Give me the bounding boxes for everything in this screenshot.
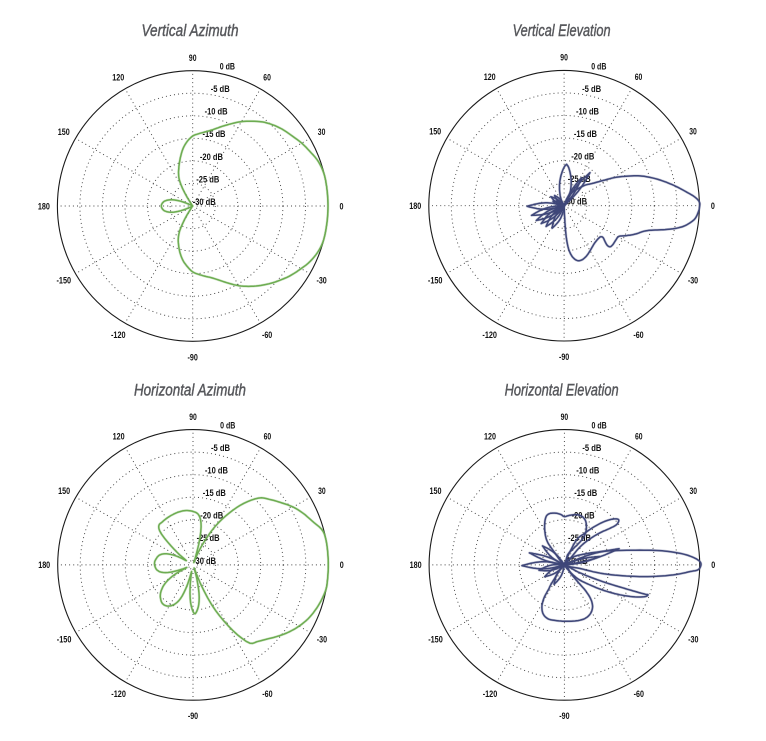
svg-text:-90: -90	[188, 352, 198, 363]
svg-text:-25 dB: -25 dB	[196, 174, 219, 185]
svg-text:60: 60	[635, 431, 643, 442]
svg-text:-30 dB: -30 dB	[193, 197, 216, 208]
svg-text:-5 dB: -5 dB	[582, 84, 601, 95]
svg-text:-60: -60	[634, 689, 644, 700]
svg-text:180: 180	[38, 201, 50, 212]
svg-text:0: 0	[711, 560, 715, 571]
svg-text:90: 90	[189, 412, 197, 423]
svg-text:-25 dB: -25 dB	[568, 533, 591, 544]
svg-text:-30 dB: -30 dB	[564, 556, 587, 567]
svg-text:120: 120	[112, 72, 124, 83]
svg-text:-5 dB: -5 dB	[211, 443, 230, 454]
svg-text:-30: -30	[688, 635, 698, 646]
svg-text:-120: -120	[482, 330, 497, 341]
svg-text:0 dB: 0 dB	[220, 62, 235, 73]
svg-text:0: 0	[711, 201, 715, 212]
svg-text:-120: -120	[111, 330, 126, 341]
svg-text:180: 180	[410, 560, 422, 571]
svg-text:0: 0	[340, 201, 344, 212]
svg-text:180: 180	[409, 201, 421, 212]
svg-text:Horizontal Azimuth: Horizontal Azimuth	[134, 381, 246, 400]
svg-text:-90: -90	[559, 352, 569, 363]
svg-text:-90: -90	[188, 711, 198, 722]
svg-text:-120: -120	[483, 689, 498, 700]
svg-text:0 dB: 0 dB	[592, 421, 607, 432]
svg-text:-120: -120	[111, 689, 126, 700]
svg-text:0 dB: 0 dB	[591, 61, 606, 72]
svg-text:Vertical Elevation: Vertical Elevation	[513, 21, 611, 40]
svg-text:30: 30	[318, 486, 326, 497]
svg-text:-20 dB: -20 dB	[200, 152, 223, 163]
svg-text:-150: -150	[57, 276, 72, 287]
svg-text:150: 150	[430, 486, 442, 497]
svg-text:120: 120	[113, 431, 125, 442]
svg-text:-30: -30	[316, 276, 326, 287]
svg-text:-15 dB: -15 dB	[203, 129, 226, 140]
svg-text:150: 150	[58, 127, 70, 138]
svg-text:-10 dB: -10 dB	[205, 107, 228, 118]
svg-text:Horizontal Elevation: Horizontal Elevation	[505, 381, 619, 400]
svg-text:-20 dB: -20 dB	[572, 511, 595, 522]
svg-text:0 dB: 0 dB	[220, 421, 235, 432]
svg-text:180: 180	[38, 560, 50, 571]
svg-text:-150: -150	[57, 635, 72, 646]
svg-text:-15 dB: -15 dB	[203, 488, 226, 499]
svg-text:30: 30	[318, 127, 326, 138]
svg-text:150: 150	[429, 127, 441, 138]
svg-text:60: 60	[635, 72, 643, 83]
svg-text:-10 dB: -10 dB	[205, 466, 228, 477]
svg-text:90: 90	[560, 53, 568, 64]
svg-text:-10 dB: -10 dB	[576, 466, 599, 477]
svg-text:-30: -30	[317, 635, 327, 646]
svg-text:150: 150	[58, 486, 70, 497]
svg-text:-20 dB: -20 dB	[571, 152, 594, 163]
svg-text:30: 30	[690, 486, 698, 497]
svg-text:-5 dB: -5 dB	[211, 84, 230, 95]
svg-text:-30: -30	[688, 275, 698, 286]
svg-text:90: 90	[561, 412, 569, 423]
svg-text:Vertical Azimuth: Vertical Azimuth	[142, 21, 239, 40]
svg-text:-10 dB: -10 dB	[576, 106, 599, 117]
svg-text:-30 dB: -30 dB	[193, 556, 216, 567]
svg-text:-15 dB: -15 dB	[574, 488, 597, 499]
svg-text:-60: -60	[633, 330, 643, 341]
svg-text:-30 dB: -30 dB	[564, 197, 587, 208]
svg-text:30: 30	[689, 127, 697, 138]
svg-text:60: 60	[263, 72, 271, 83]
svg-text:-25 dB: -25 dB	[197, 533, 220, 544]
svg-text:-90: -90	[559, 711, 569, 722]
svg-text:60: 60	[264, 431, 272, 442]
svg-text:-150: -150	[428, 635, 443, 646]
svg-text:120: 120	[484, 431, 496, 442]
svg-text:-15 dB: -15 dB	[574, 129, 597, 140]
svg-text:-60: -60	[262, 689, 272, 700]
svg-text:-20 dB: -20 dB	[200, 511, 223, 522]
svg-text:90: 90	[189, 53, 197, 64]
svg-text:-150: -150	[428, 275, 443, 286]
svg-text:-5 dB: -5 dB	[582, 443, 601, 454]
svg-text:-60: -60	[262, 330, 272, 341]
svg-text:120: 120	[484, 72, 496, 83]
svg-text:0: 0	[340, 560, 344, 571]
